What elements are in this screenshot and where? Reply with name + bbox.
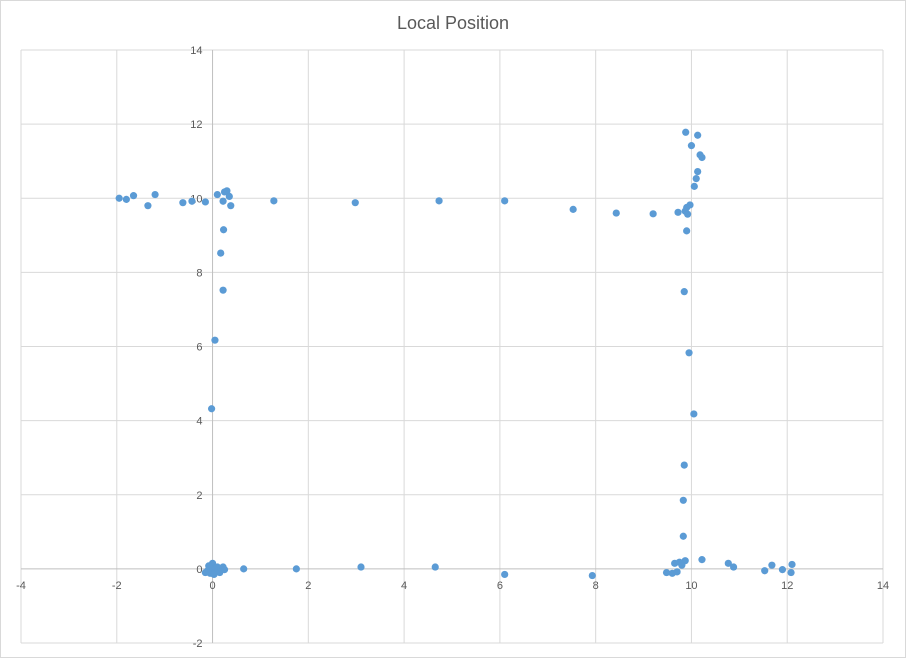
data-point (680, 461, 688, 469)
chart-title: Local Position (397, 13, 509, 33)
data-point (213, 190, 221, 199)
data-point (683, 227, 691, 235)
data-point (351, 199, 359, 207)
data-point (211, 336, 219, 344)
y-tick-label: 8 (196, 267, 202, 279)
y-tick-label: -2 (193, 638, 203, 650)
x-tick-label: -4 (16, 580, 26, 592)
axes (21, 50, 883, 643)
data-point (673, 568, 681, 576)
x-tick-label: 4 (401, 580, 407, 592)
data-point (219, 286, 227, 294)
data-point (217, 249, 225, 257)
x-tick-label: 2 (305, 580, 311, 592)
data-point (357, 563, 365, 571)
data-point (761, 567, 769, 575)
data-point (778, 566, 787, 574)
data-point (270, 197, 278, 205)
data-point (649, 210, 657, 218)
data-point (201, 198, 209, 206)
data-point (292, 565, 300, 573)
x-tick-label: 14 (877, 580, 889, 592)
data-point (690, 410, 698, 418)
data-point (431, 563, 439, 571)
data-point (679, 532, 687, 540)
data-point (122, 195, 130, 203)
data-point (687, 142, 696, 150)
data-point (768, 561, 776, 569)
data-point (678, 561, 686, 569)
x-tick-label: -2 (112, 580, 122, 592)
data-point (207, 405, 216, 413)
data-point (680, 288, 688, 296)
data-point (612, 209, 620, 217)
data-point (674, 208, 682, 216)
y-tick-label: 0 (196, 564, 202, 576)
y-tick-label: 4 (196, 416, 202, 428)
data-point (588, 571, 596, 580)
y-tick-label: 6 (196, 342, 202, 354)
x-tick-label: 8 (593, 580, 599, 592)
data-point (129, 192, 138, 200)
data-point (698, 153, 706, 162)
gridlines (20, 49, 884, 644)
data-point (219, 226, 228, 234)
data-point (151, 190, 159, 199)
data-point (188, 197, 196, 205)
data-point (662, 568, 671, 577)
data-point (679, 496, 687, 504)
x-tick-label: 12 (781, 580, 793, 592)
data-point (501, 570, 509, 579)
data-point (219, 197, 227, 205)
data-point (223, 187, 231, 195)
data-point (220, 566, 229, 574)
data-point (698, 556, 706, 564)
data-point (240, 565, 248, 573)
data-point (690, 182, 698, 190)
data-point (144, 202, 152, 210)
data-point (694, 131, 702, 139)
x-tick-label: 6 (497, 580, 503, 592)
data-point (724, 559, 732, 567)
y-tick-label: 12 (190, 119, 202, 131)
data-point (205, 562, 213, 570)
data-point (225, 192, 233, 200)
data-point (787, 568, 795, 577)
data-point (179, 199, 187, 207)
data-point (694, 167, 702, 176)
data-point (569, 205, 577, 213)
data-point (115, 194, 123, 202)
y-tick-label: 2 (196, 490, 202, 502)
data-point (501, 197, 509, 205)
data-point (729, 563, 738, 571)
data-point (210, 570, 218, 579)
data-point (684, 210, 692, 218)
data-point (685, 349, 693, 357)
y-tick-label: 14 (190, 45, 202, 57)
data-point (788, 560, 796, 569)
data-point (686, 201, 694, 209)
data-point (682, 128, 690, 136)
x-tick-label: 10 (685, 580, 697, 592)
data-point (692, 175, 700, 183)
data-points (115, 128, 796, 580)
data-point (435, 197, 443, 205)
data-point (227, 202, 235, 210)
x-tick-label: 0 (209, 580, 215, 592)
